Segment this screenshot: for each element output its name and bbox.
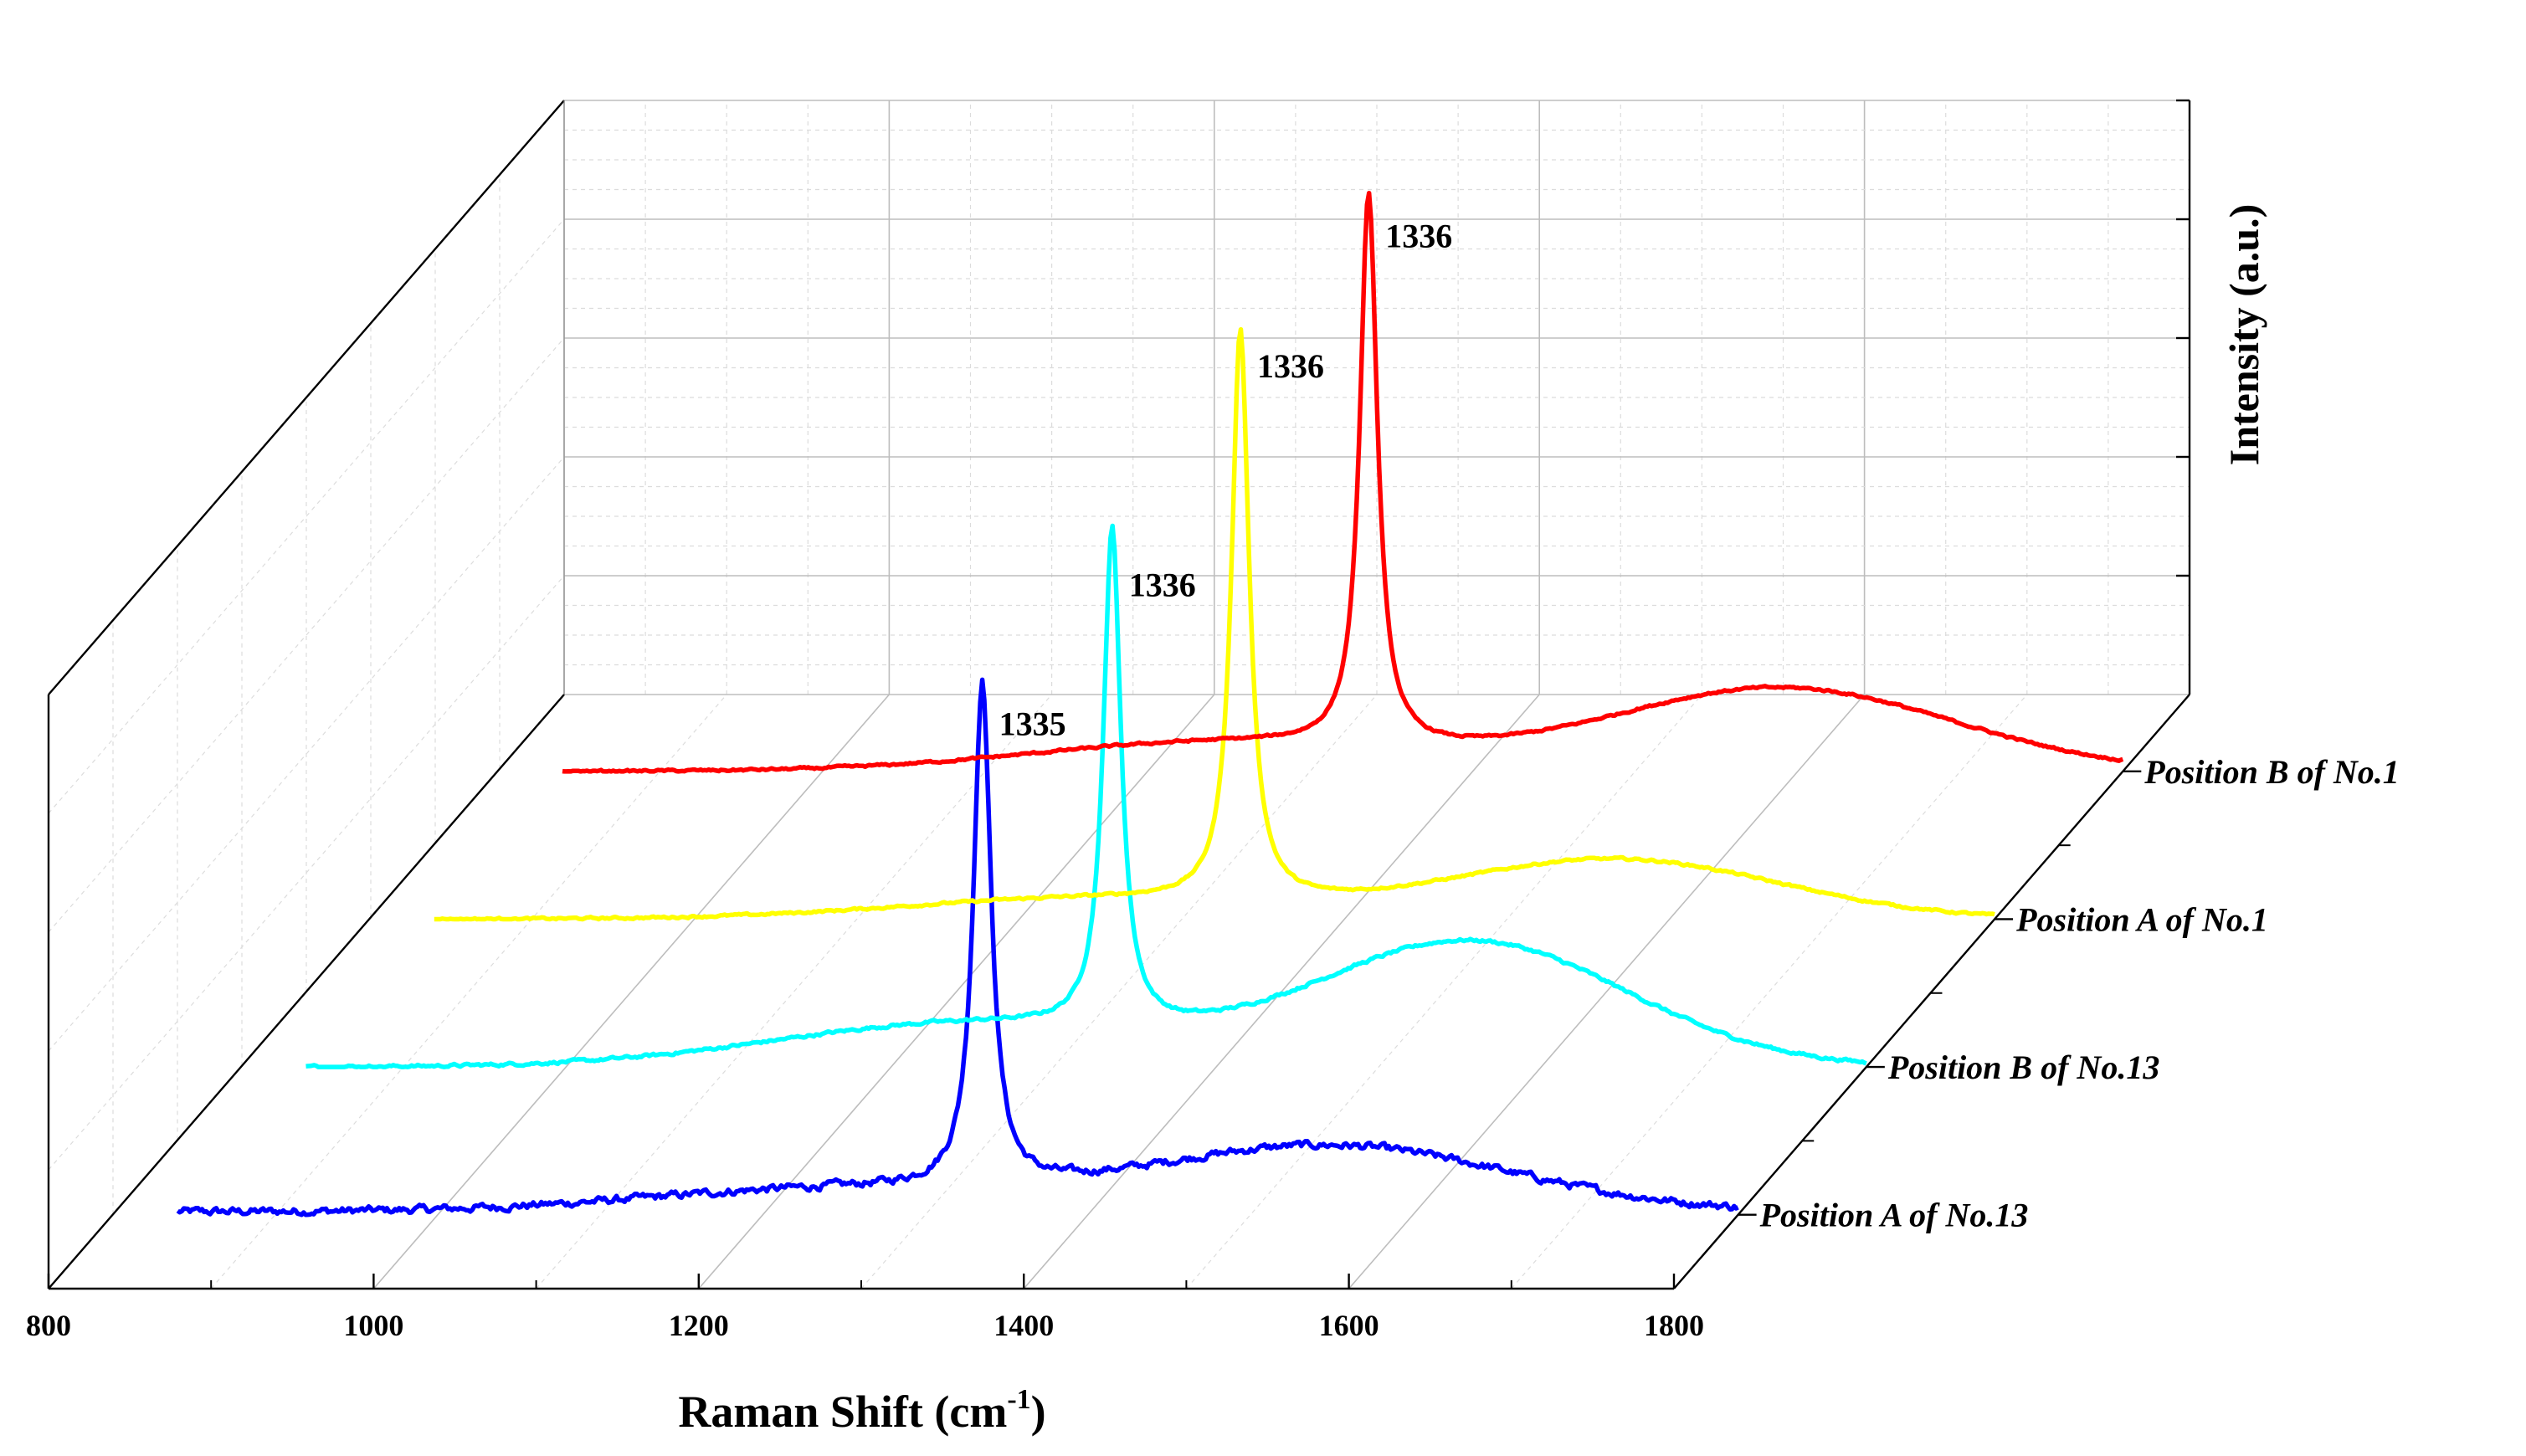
x-tick-label: 1600 [1319, 1309, 1379, 1342]
x-tick-label: 800 [26, 1309, 71, 1342]
peak-label: 1336 [1385, 218, 1452, 255]
floor-grid-line [1185, 694, 1702, 1289]
x-tick-label: 1200 [669, 1309, 729, 1342]
series-label: Position A of No.1 [2015, 900, 2268, 938]
label-layer: 800 1000 1200 1400 1600 1800 Raman Shift (cm-1… [26, 204, 2400, 1437]
x-axis-title: Raman Shift (cm-1) [678, 1384, 1045, 1437]
floor-grid-line [860, 694, 1378, 1289]
left-top-edge [48, 100, 565, 695]
peak-label: 1336 [1129, 567, 1196, 604]
floor-grid-line [210, 694, 727, 1289]
series-line [562, 191, 2124, 774]
series-label: Position B of No.1 [2144, 753, 2399, 791]
floor-grid-line [698, 694, 1215, 1289]
x-axis-title-sup: -1 [1007, 1384, 1030, 1415]
series-label: Position B of No.13 [1887, 1048, 2159, 1086]
floor-grid-line [1511, 694, 2028, 1289]
series-layer [176, 191, 2124, 1218]
side-wall-grid-line [48, 456, 565, 1052]
x-tick-label: 1400 [993, 1309, 1054, 1342]
x-tick-label: 1800 [1644, 1309, 1704, 1342]
peak-label: 1335 [999, 705, 1066, 743]
tick-layer [47, 99, 2190, 1289]
floor-grid-line [372, 694, 891, 1289]
floor-grid-line [536, 694, 1053, 1289]
left-bottom-edge [48, 694, 565, 1289]
axis-frame [47, 100, 2191, 1290]
side-wall-grid-line [48, 575, 565, 1171]
side-wall-grid-line [48, 337, 565, 933]
series-label: Position A of No.13 [1759, 1197, 2029, 1234]
floor-grid-line [1348, 694, 1866, 1289]
peak-label: 1336 [1257, 347, 1324, 385]
series-line [305, 523, 1867, 1069]
grid-layer [48, 100, 2190, 1289]
x-axis-title-end: ) [1031, 1387, 1046, 1437]
y-axis-title: Intensity (a.u.) [2221, 204, 2267, 466]
series-line [176, 677, 1739, 1218]
depth-axis-line [1673, 694, 2190, 1289]
side-wall-grid-line [48, 218, 565, 814]
x-tick-label: 1000 [343, 1309, 403, 1342]
series-line [434, 326, 1995, 922]
